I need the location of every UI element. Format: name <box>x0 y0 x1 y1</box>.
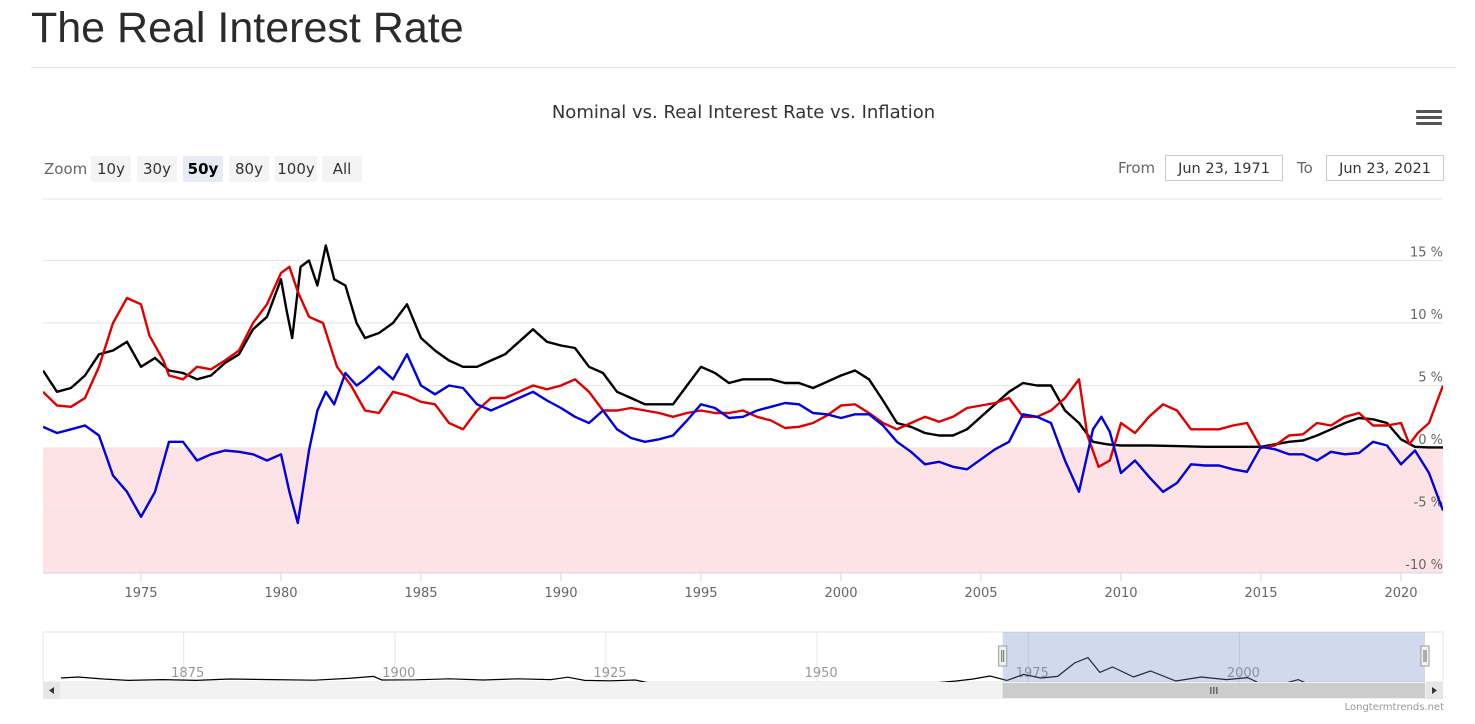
from-label: From <box>1118 159 1156 177</box>
x-tick-label: 1995 <box>684 586 717 601</box>
series-line-0 <box>43 244 1443 449</box>
navigator-tick-label: 1975 <box>1016 666 1049 681</box>
y-tick-label: -10 % <box>1405 558 1443 573</box>
x-tick-label: 2005 <box>964 586 997 601</box>
to-date-input[interactable]: Jun 23, 2021 <box>1326 155 1444 181</box>
zoom-button-all[interactable]: All <box>322 156 362 182</box>
navigator-selected-range[interactable] <box>1002 632 1425 682</box>
zoom-button-100y[interactable]: 100y <box>275 156 317 182</box>
from-date-input[interactable]: Jun 23, 1971 <box>1165 155 1283 181</box>
x-tick-label: 2010 <box>1104 586 1137 601</box>
arrow-right-icon <box>1432 687 1437 694</box>
credit-text: Longtermtrends.net <box>1344 702 1444 713</box>
page-title: The Real Interest Rate <box>31 4 464 52</box>
arrow-left-icon <box>49 687 54 694</box>
x-tick-label: 1980 <box>264 586 297 601</box>
navigator-tick-label: 2000 <box>1227 666 1260 681</box>
x-tick-label: 2020 <box>1384 586 1417 601</box>
series-line-1 <box>43 265 1443 468</box>
zoom-button-50y[interactable]: 50y <box>183 156 223 182</box>
y-tick-label: 15 % <box>1410 246 1443 261</box>
chart-title: Nominal vs. Real Interest Rate vs. Infla… <box>551 102 936 123</box>
navigator-left-handle[interactable] <box>998 645 1008 667</box>
navigator-tick-label: 1900 <box>382 666 415 681</box>
navigator-tick-label: 1925 <box>593 666 626 681</box>
navigator-tick-label: 1950 <box>805 666 838 681</box>
y-tick-label: 10 % <box>1410 308 1443 323</box>
x-tick-label: 1975 <box>124 586 157 601</box>
y-tick-label: 5 % <box>1418 371 1443 386</box>
y-tick-label: 0 % <box>1418 433 1443 448</box>
zoom-label: Zoom <box>44 160 88 178</box>
navigator-right-handle[interactable] <box>1420 645 1430 667</box>
y-tick-label: -5 % <box>1414 496 1443 511</box>
x-tick-label: 2000 <box>824 586 857 601</box>
to-label: To <box>1297 159 1313 177</box>
zoom-button-10y[interactable]: 10y <box>91 156 131 182</box>
x-tick-label: 1990 <box>544 586 577 601</box>
x-tick-label: 2015 <box>1244 586 1277 601</box>
zoom-button-80y[interactable]: 80y <box>229 156 269 182</box>
hamburger-menu-icon[interactable] <box>1416 110 1442 132</box>
series-line-2 <box>43 353 1443 525</box>
title-divider <box>31 67 1456 68</box>
zoom-button-30y[interactable]: 30y <box>137 156 177 182</box>
navigator-tick-label: 1875 <box>171 666 204 681</box>
navigator-background <box>42 631 1444 683</box>
navigator-series-line <box>61 656 1306 682</box>
x-tick-label: 1985 <box>404 586 437 601</box>
